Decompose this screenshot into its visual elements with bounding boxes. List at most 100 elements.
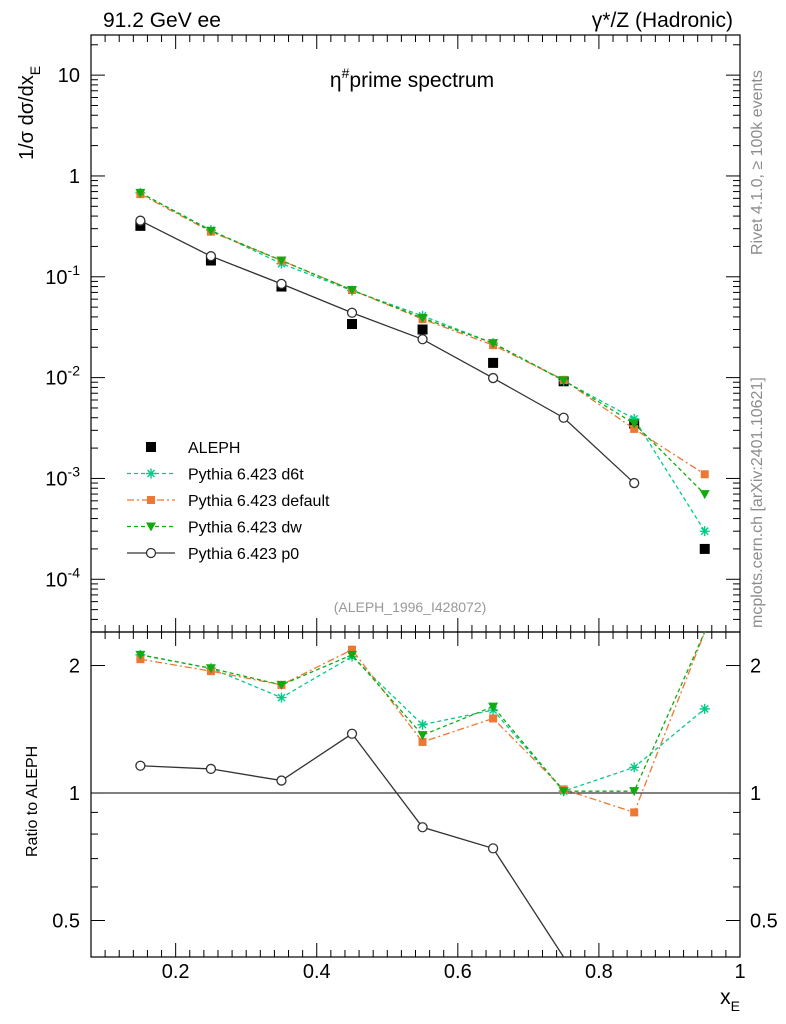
spectrum-point-aleph [488, 357, 499, 368]
ratio-y-tick-label-right: 0.5 [750, 911, 778, 933]
spectrum-y-tick-label: 10-1 [45, 262, 80, 289]
spectrum-point-pythia-6-423-dw [205, 226, 216, 236]
legend-marker-pythia-6-423-default [147, 496, 155, 504]
spectrum-point-pythia-6-423-p0 [205, 251, 217, 262]
ratio-point-pythia-6-423-default [418, 737, 427, 746]
ratio-frame [90, 631, 741, 958]
ratio-y-tick-label: 2 [69, 656, 80, 678]
spectrum-point-pythia-6-423-default [630, 424, 639, 433]
spectrum-point-pythia-6-423-dw [276, 256, 287, 266]
legend-marker-aleph [146, 442, 156, 452]
spectrum-line-pythia-6-423-p0 [140, 220, 635, 484]
spectrum-point-pythia-6-423-default [700, 470, 709, 479]
ratio-x-ticks: 0.2 0.4 0.6 0.8 1 [104, 632, 746, 983]
spectrum-point-aleph [699, 543, 710, 554]
spectrum-point-pythia-6-423-p0 [276, 278, 287, 290]
ratio-point-pythia-6-423-dw [629, 787, 640, 797]
rivet-version-label: Rivet 4.1.0, ≥ 100k events [749, 70, 766, 255]
spectrum-point-pythia-6-423-p0 [346, 307, 358, 318]
spectrum-y-ticks: 10 1 10-1 10-2 10-3 10-4 [45, 44, 740, 633]
spectrum-point-aleph [347, 319, 358, 330]
legend-label-pythia-6-423-default: Pythia 6.423 default [188, 493, 330, 510]
ratio-point-pythia-6-423-p0 [417, 822, 428, 833]
x-tick-label: 0.4 [303, 961, 331, 983]
spectrum-point-pythia-6-423-dw [629, 419, 640, 429]
x-tick-label: 0.2 [162, 961, 190, 983]
spectrum-y-tick-label: 1 [69, 166, 80, 188]
spectrum-title: η#prime spectrum [330, 65, 494, 92]
ratio-point-pythia-6-423-p0 [346, 728, 358, 739]
mcplots-label: mcplots.cern.ch [arXiv:2401.10621] [749, 377, 766, 628]
spectrum-point-pythia-6-423-dw [347, 285, 358, 295]
x-tick-label: 0.8 [585, 961, 613, 983]
spectrum-point-pythia-6-423-d6t [699, 526, 710, 537]
legend: ALEPH Pythia 6.423 d6t Pythia 6.423 defaul… [127, 440, 330, 563]
ratio-point-pythia-6-423-dw [205, 664, 216, 674]
ratio-point-pythia-6-423-p0 [487, 843, 499, 854]
spectrum-frame [90, 34, 741, 633]
spectrum-panel: 10 1 10-1 10-2 10-3 10-4 (ALEPH_1996_I428072)… [16, 34, 741, 633]
ratio-point-pythia-6-423-dw [558, 787, 569, 797]
spectrum-point-pythia-6-423-dw [488, 339, 499, 349]
spectrum-y-axis-label: 1/σ dσ/dxE [16, 66, 43, 160]
ratio-y-tick-label: 0.5 [52, 911, 80, 933]
ratio-y-tick-label: 1 [69, 783, 80, 805]
spectrum-y-tick-label: 10-4 [45, 564, 80, 591]
legend-marker-pythia-6-423-p0 [145, 547, 157, 559]
legend-label-pythia-6-423-d6t: Pythia 6.423 d6t [188, 467, 304, 484]
spectrum-point-pythia-6-423-dw [558, 376, 569, 386]
ratio-line-pythia-6-423-default [140, 631, 706, 814]
spectrum-point-pythia-6-423-p0 [558, 412, 569, 423]
spectrum-point-pythia-6-423-p0 [487, 372, 499, 384]
ratio-series [135, 631, 710, 958]
spectrum-point-aleph [135, 220, 146, 231]
header-right-label: γ*/Z (Hadronic) [592, 9, 733, 32]
ratio-y-axis-label: Ratio to ALEPH [24, 746, 41, 857]
legend-marker-pythia-6-423-dw [146, 522, 156, 532]
ratio-point-pythia-6-423-p0 [135, 760, 146, 771]
ratio-y-ticks: 2 2 1 1 0.5 0.5 [52, 656, 778, 933]
ratio-point-pythia-6-423-d6t [276, 692, 287, 703]
ratio-y-tick-label-right: 2 [750, 656, 761, 678]
spectrum-point-pythia-6-423-p0 [135, 215, 146, 226]
x-tick-label: 0.6 [444, 961, 472, 983]
ratio-point-pythia-6-423-p0 [205, 763, 217, 775]
spectrum-point-aleph [417, 324, 428, 335]
legend-label-pythia-6-423-dw: Pythia 6.423 dw [188, 520, 302, 537]
legend-label-aleph: ALEPH [188, 440, 240, 457]
spectrum-point-pythia-6-423-p0 [417, 334, 428, 345]
ratio-point-pythia-6-423-d6t [629, 762, 640, 773]
spectrum-x-ticks [104, 35, 741, 632]
ratio-point-pythia-6-423-p0 [276, 775, 287, 786]
ratio-y-tick-label-right: 1 [750, 783, 761, 805]
spectrum-point-pythia-6-423-dw [699, 490, 710, 500]
spectrum-y-tick-label: 10 [58, 65, 80, 87]
ratio-point-pythia-6-423-default [348, 645, 357, 654]
spectrum-point-pythia-6-423-dw [135, 188, 146, 198]
ratio-point-pythia-6-423-d6t [699, 703, 710, 714]
legend-label-pythia-6-423-p0: Pythia 6.423 p0 [188, 546, 299, 563]
ratio-point-pythia-6-423-default [489, 714, 498, 723]
ratio-panel: 2 21 10.5 0.5 0.2 0.4 0.6 0.8 1 Ratio to ALEPH … [24, 631, 778, 1014]
ratio-point-pythia-6-423-default [630, 808, 639, 817]
ratio-line-pythia-6-423-dw [140, 631, 706, 792]
x-tick-label: 1 [734, 961, 745, 983]
x-axis-label: xE [720, 986, 740, 1014]
spectrum-y-tick-label: 10-2 [45, 363, 80, 390]
ratio-point-pythia-6-423-dw [417, 731, 428, 741]
ratio-line-pythia-6-423-p0 [140, 732, 565, 958]
ratio-point-pythia-6-423-dw [488, 702, 499, 712]
ratio-point-pythia-6-423-dw [135, 650, 146, 660]
analysis-watermark: (ALEPH_1996_I428072) [334, 599, 487, 615]
ratio-point-pythia-6-423-d6t [417, 719, 428, 730]
header-left-label: 91.2 GeV ee [103, 9, 221, 32]
spectrum-series [135, 187, 710, 554]
spectrum-y-tick-label: 10-3 [45, 463, 80, 490]
spectrum-point-pythia-6-423-dw [417, 314, 428, 324]
ratio-point-pythia-6-423-dw [276, 680, 287, 690]
legend-marker-pythia-6-423-d6t [146, 468, 156, 479]
ratio-point-pythia-6-423-dw [347, 650, 358, 660]
spectrum-point-pythia-6-423-p0 [629, 477, 640, 489]
spectrum-point-pythia-6-423-d6t [629, 413, 640, 424]
